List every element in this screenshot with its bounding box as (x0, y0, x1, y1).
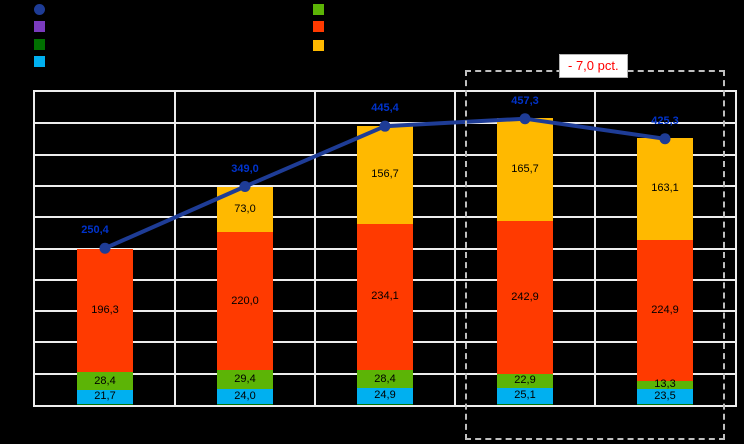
annotation-text: - 7,0 pct. (568, 58, 619, 73)
bar-2-green-value: 29,4 (234, 372, 256, 385)
bar-4: 25,1 22,9 242,9 165,7 (497, 117, 553, 405)
bar-5: 23,5 13,3 224,9 163,1 (637, 137, 693, 405)
legend-swatch-yellow-series (313, 40, 324, 51)
line-marker-4 (519, 113, 531, 125)
line-value-4: 457,3 (511, 94, 539, 107)
legend-swatch-purple-series (34, 21, 45, 32)
bar-4-green-segment: 22,9 (497, 373, 553, 388)
line-value-5: 425,3 (651, 114, 679, 127)
bar-2-yellow-value: 73,0 (234, 203, 256, 216)
bar-5-orange-segment: 224,9 (637, 239, 693, 381)
bar-3-green-value: 28,4 (374, 372, 396, 385)
bar-4-orange-value: 242,9 (511, 290, 539, 303)
gridline-v-2 (314, 92, 316, 405)
bar-4-dark-green-segment (497, 403, 553, 405)
bar-1-orange-segment: 196,3 (77, 249, 133, 373)
bar-3-cyan-segment: 24,9 (357, 387, 413, 404)
bar-4-cyan-value: 25,1 (514, 389, 536, 402)
line-value-1: 250,4 (81, 224, 109, 237)
bar-1-cyan-segment: 21,7 (77, 389, 133, 404)
plot-area: 21,7 28,4 196,3 24,0 29,4 220,0 73,0 24,9 28,4 23… (33, 90, 737, 407)
bar-2-cyan-segment: 24,0 (217, 388, 273, 404)
bar-1-cyan-value: 21,7 (94, 390, 116, 403)
bar-5-yellow-value: 163,1 (651, 182, 679, 195)
bar-1-dark-green-segment (77, 403, 133, 405)
bar-1-green-segment: 28,4 (77, 372, 133, 390)
line-marker-2 (239, 181, 251, 193)
bar-3-yellow-value: 156,7 (371, 168, 399, 181)
bar-1-orange-value: 196,3 (91, 304, 119, 317)
bar-2-orange-value: 220,0 (231, 294, 259, 307)
bar-3-orange-value: 234,1 (371, 290, 399, 303)
bar-5-green-segment: 13,3 (637, 378, 693, 391)
bar-2-orange-segment: 220,0 (217, 232, 273, 371)
bar-5-cyan-value: 23,5 (654, 389, 676, 402)
line-value-2: 349,0 (231, 162, 259, 175)
bar-3-orange-segment: 234,1 (357, 223, 413, 371)
bar-2-green-segment: 29,4 (217, 370, 273, 389)
bar-5-yellow-segment: 163,1 (637, 137, 693, 240)
bar-3-dark-green-segment (357, 403, 413, 405)
bar-2-dark-green-segment (217, 403, 273, 405)
line-value-3: 445,4 (371, 102, 399, 115)
legend-swatch-total-line (34, 4, 45, 15)
bar-5-green-value: 13,3 (654, 378, 676, 391)
line-marker-5 (659, 133, 671, 145)
bar-5-cyan-segment: 23,5 (637, 388, 693, 404)
gridline-v-1 (174, 92, 176, 405)
bar-4-cyan-segment: 25,1 (497, 387, 553, 404)
bar-1: 21,7 28,4 196,3 (77, 249, 133, 405)
total-line-path (104, 116, 666, 251)
bar-3-green-segment: 28,4 (357, 370, 413, 388)
bar-4-yellow-segment: 165,7 (497, 117, 553, 222)
legend-swatch-green-series (313, 4, 324, 15)
bar-4-yellow-value: 165,7 (511, 163, 539, 176)
bar-4-orange-segment: 242,9 (497, 221, 553, 374)
total-line-series (99, 113, 671, 254)
bar-1-green-value: 28,4 (94, 374, 116, 387)
legend-swatch-dark-green-series (34, 39, 45, 50)
bar-4-green-value: 22,9 (514, 374, 536, 387)
bar-3-cyan-value: 24,9 (374, 389, 396, 402)
bar-2-yellow-segment: 73,0 (217, 186, 273, 233)
annotation-label: - 7,0 pct. (559, 54, 628, 78)
bar-2: 24,0 29,4 220,0 73,0 (217, 186, 273, 405)
bar-5-dark-green-segment (637, 403, 693, 405)
bar-2-cyan-value: 24,0 (234, 389, 256, 402)
gridline-v-4 (594, 92, 596, 405)
gridline-v-3 (454, 92, 456, 405)
bar-5-orange-value: 224,9 (651, 303, 679, 316)
line-marker-1 (99, 242, 111, 254)
legend-swatch-cyan-series (34, 56, 45, 67)
bar-3-yellow-segment: 156,7 (357, 125, 413, 224)
legend-swatch-orange-series (313, 21, 324, 32)
bar-3: 24,9 28,4 234,1 156,7 (357, 125, 413, 405)
line-marker-3 (379, 120, 391, 132)
